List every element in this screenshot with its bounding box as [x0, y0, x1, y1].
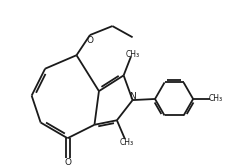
Text: CH₃: CH₃: [208, 94, 223, 103]
Text: CH₃: CH₃: [120, 138, 134, 147]
Text: O: O: [86, 36, 94, 45]
Text: CH₃: CH₃: [126, 50, 140, 59]
Text: O: O: [64, 158, 71, 167]
Text: N: N: [129, 92, 136, 101]
